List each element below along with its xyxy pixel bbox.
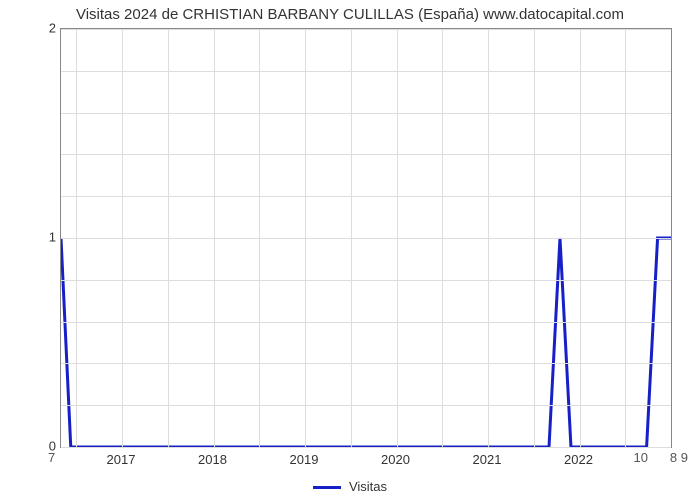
gridline-v — [625, 29, 626, 447]
x-tick-label: 2022 — [564, 452, 593, 467]
gridline-v — [488, 29, 489, 447]
gridline-h — [61, 447, 671, 448]
gridline-v — [305, 29, 306, 447]
legend-label: Visitas — [349, 479, 387, 494]
gridline-v — [534, 29, 535, 447]
gridline-v — [351, 29, 352, 447]
y-tick-label: 0 — [32, 439, 56, 454]
x-tick-label: 2017 — [107, 452, 136, 467]
chart-title: Visitas 2024 de CRHISTIAN BARBANY CULILL… — [0, 6, 700, 23]
x-tick-label: 2020 — [381, 452, 410, 467]
x-tick-label: 2018 — [198, 452, 227, 467]
legend-swatch — [313, 486, 341, 489]
gridline-v — [259, 29, 260, 447]
y-tick-label: 2 — [32, 21, 56, 36]
corner-label-89: 8 9 — [670, 450, 688, 465]
corner-label-10: 10 — [634, 450, 648, 465]
gridline-v — [76, 29, 77, 447]
gridline-v — [122, 29, 123, 447]
gridline-v — [580, 29, 581, 447]
gridline-v — [214, 29, 215, 447]
plot-area — [60, 28, 672, 448]
y-tick-label: 1 — [32, 230, 56, 245]
gridline-v — [442, 29, 443, 447]
legend: Visitas — [0, 479, 700, 494]
x-tick-label: 2021 — [473, 452, 502, 467]
x-tick-label: 2019 — [290, 452, 319, 467]
gridline-v — [168, 29, 169, 447]
gridline-v — [397, 29, 398, 447]
